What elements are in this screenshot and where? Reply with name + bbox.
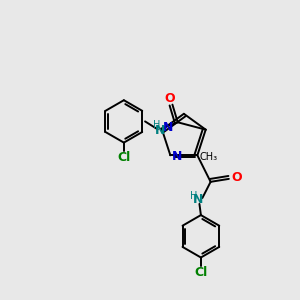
Text: N: N <box>163 121 174 134</box>
Text: H: H <box>190 191 198 201</box>
Text: H: H <box>153 120 160 130</box>
Text: Cl: Cl <box>117 152 130 164</box>
Text: CH₃: CH₃ <box>200 152 218 162</box>
Text: N: N <box>155 124 166 137</box>
Text: Cl: Cl <box>194 266 208 279</box>
Text: O: O <box>165 92 176 105</box>
Text: O: O <box>231 171 242 184</box>
Text: N: N <box>172 150 182 163</box>
Text: N: N <box>193 193 203 206</box>
